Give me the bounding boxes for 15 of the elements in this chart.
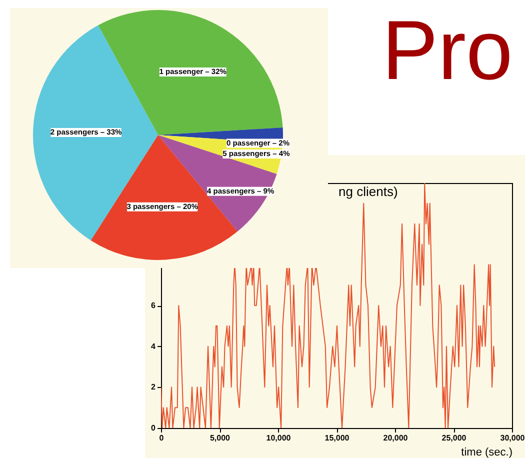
y-tick-label: 4 <box>151 342 156 351</box>
pie-slice <box>98 10 283 135</box>
y-tick-label: 0 <box>151 424 156 432</box>
text: Pro <box>382 2 513 99</box>
y-tick-label: 6 <box>151 301 156 310</box>
x-tick-label: 20,000 <box>383 434 408 442</box>
chart-title: ng clients) <box>338 184 398 199</box>
x-tick-label: 15,000 <box>324 434 350 442</box>
x-tick-label: 30,000 <box>500 434 525 442</box>
x-tick-label: 0 <box>159 434 164 442</box>
x-tick-label: 10,000 <box>266 434 292 442</box>
x-tick-label: 25,000 <box>442 434 467 442</box>
x-axis-title: time (sec.) <box>461 446 512 458</box>
y-tick-label: 2 <box>151 382 156 392</box>
x-tick-label: 5,000 <box>210 434 231 442</box>
